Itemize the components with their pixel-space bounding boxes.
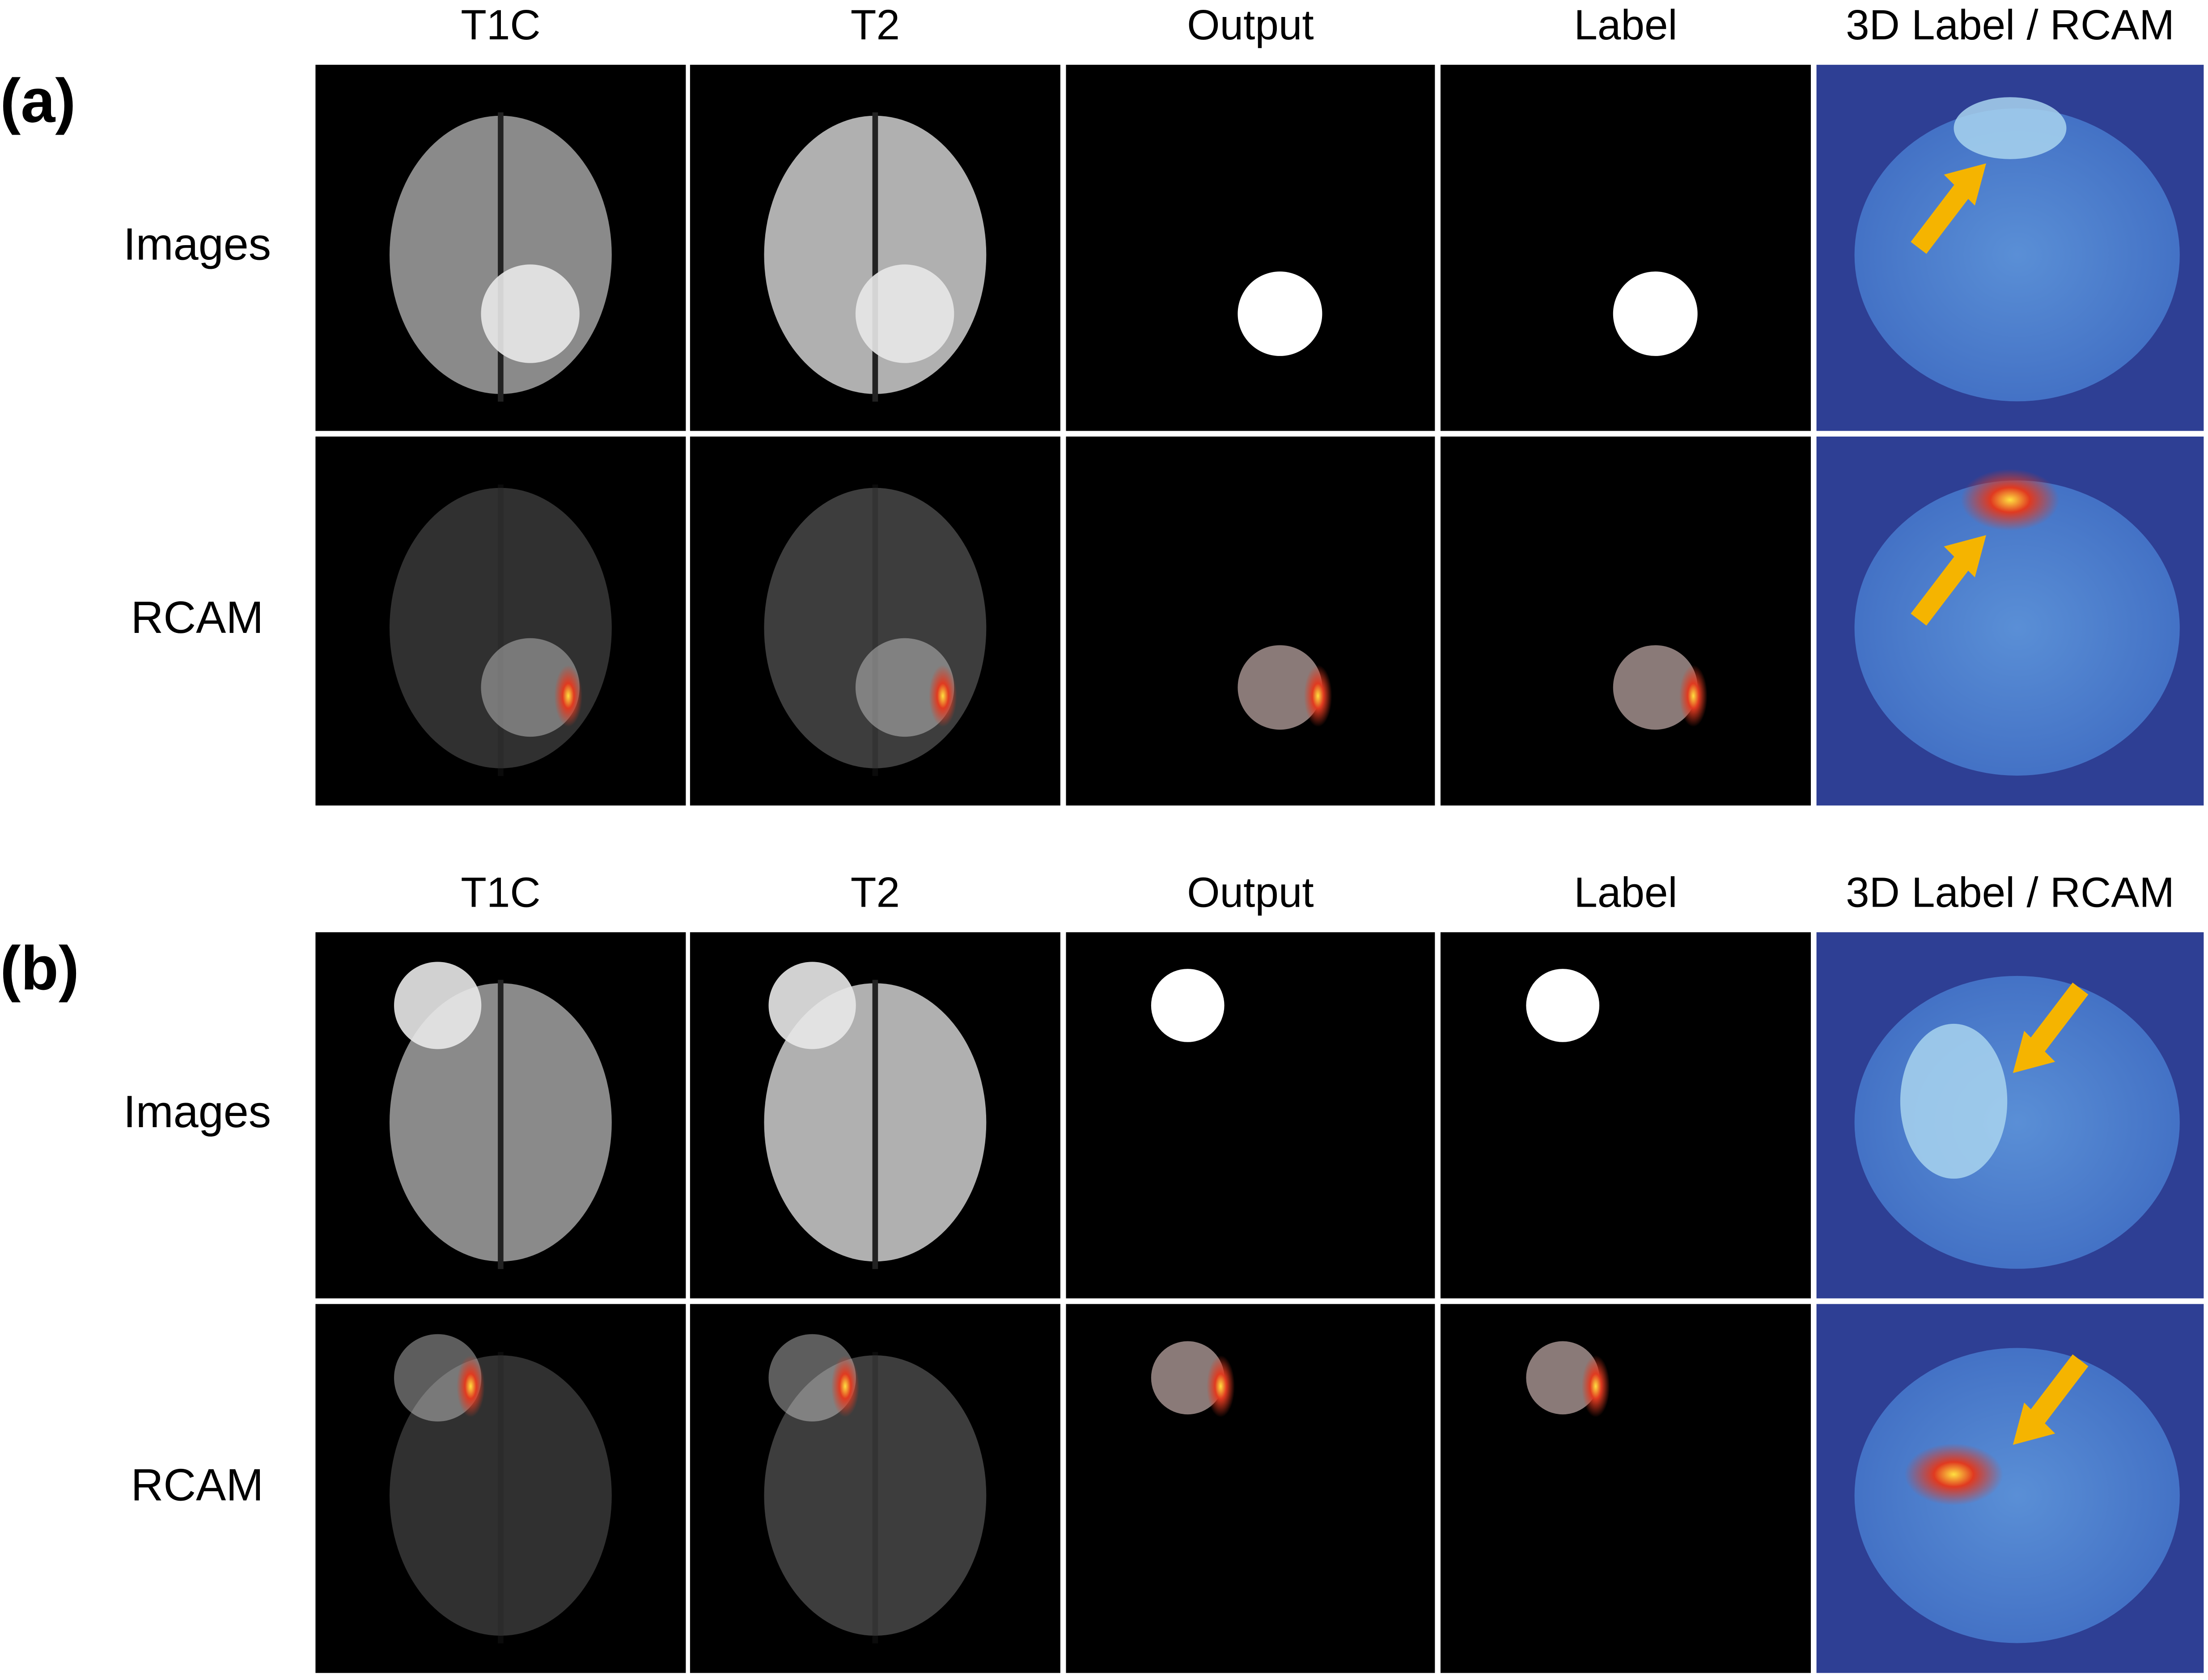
arrow — [2027, 982, 2089, 1054]
image-cell — [1066, 932, 1435, 1298]
row-label: Images — [123, 220, 271, 270]
tumour — [394, 962, 482, 1049]
image-cell — [1440, 64, 1811, 431]
heatmap — [1304, 665, 1332, 727]
arrow — [1911, 182, 1972, 254]
image-background — [1440, 1304, 1811, 1673]
image-cell — [1816, 932, 2204, 1298]
image-background — [1066, 1304, 1435, 1673]
tumour-mask — [1613, 645, 1698, 730]
brain-3d — [1854, 1348, 2180, 1643]
image-cell — [315, 1304, 686, 1673]
image-background — [690, 1304, 1060, 1673]
brain-3d — [1854, 108, 2180, 402]
image-cell — [1440, 932, 1811, 1298]
column-header: T2 — [851, 869, 900, 916]
label-3d — [1900, 1023, 2008, 1179]
image-background — [1440, 64, 1811, 431]
image-cell — [690, 64, 1060, 431]
image-cell — [1816, 64, 2204, 431]
brain — [390, 1355, 612, 1636]
tumour-mask — [1526, 1341, 1600, 1415]
panel-label: (b) — [0, 934, 79, 1003]
tumour — [768, 962, 856, 1049]
rcam-3d — [1961, 469, 2060, 531]
heatmap — [1581, 1355, 1610, 1417]
arrow-head — [1944, 163, 1986, 206]
image-cell — [1440, 436, 1811, 806]
arrow-head — [1944, 535, 1986, 577]
tumour-mask — [1613, 272, 1698, 356]
tumour-mask — [1151, 969, 1225, 1042]
arrow — [1911, 554, 1972, 626]
column-header: Output — [1187, 869, 1314, 916]
heatmap — [1679, 665, 1708, 727]
row-label: RCAM — [131, 1460, 264, 1510]
image-background — [1440, 932, 1811, 1298]
heatmap — [456, 1355, 485, 1417]
arrow — [2027, 1354, 2089, 1425]
image-cell — [690, 436, 1060, 806]
panel-label: (a) — [0, 67, 76, 136]
row-label: RCAM — [131, 593, 264, 643]
image-cell — [1066, 1304, 1435, 1673]
image-cell — [315, 932, 686, 1298]
arrow-head — [2013, 1031, 2055, 1073]
image-background — [315, 436, 686, 806]
image-background — [1066, 932, 1435, 1298]
brain — [764, 1355, 987, 1636]
column-header: Label — [1574, 1, 1677, 49]
column-header: T1C — [461, 869, 540, 916]
image-cell — [1440, 1304, 1811, 1673]
column-header: 3D Label / RCAM — [1846, 869, 2174, 916]
tumour-mask — [1151, 1341, 1225, 1415]
image-background — [1440, 436, 1811, 806]
column-header: 3D Label / RCAM — [1846, 1, 2174, 49]
image-cell — [1066, 64, 1435, 431]
image-cell — [315, 64, 686, 431]
tumour — [481, 638, 580, 737]
tumour-mask — [1526, 969, 1600, 1042]
tumour — [855, 638, 954, 737]
image-cell — [690, 932, 1060, 1298]
heatmap — [554, 665, 583, 727]
column-header: T1C — [461, 1, 540, 49]
column-header: Label — [1574, 869, 1677, 916]
image-cell — [315, 436, 686, 806]
column-header: Output — [1187, 1, 1314, 49]
label-3d — [1954, 97, 2067, 159]
tumour — [855, 264, 954, 363]
tumour-mask — [1237, 645, 1322, 730]
tumour — [481, 264, 580, 363]
arrow-head — [2013, 1402, 2055, 1445]
image-cell — [1066, 436, 1435, 806]
image-cell — [690, 1304, 1060, 1673]
heatmap — [928, 665, 957, 727]
image-background — [1066, 64, 1435, 431]
image-cell — [1816, 436, 2204, 806]
tumour-mask — [1237, 272, 1322, 356]
rcam-3d — [1904, 1443, 2003, 1506]
brain-3d — [1854, 480, 2180, 776]
image-cell — [1816, 1304, 2204, 1673]
image-background — [1066, 436, 1435, 806]
image-background — [315, 1304, 686, 1673]
heatmap — [831, 1355, 860, 1417]
column-header: T2 — [851, 1, 900, 49]
image-background — [690, 436, 1060, 806]
row-label: Images — [123, 1087, 271, 1137]
heatmap — [1206, 1355, 1235, 1417]
